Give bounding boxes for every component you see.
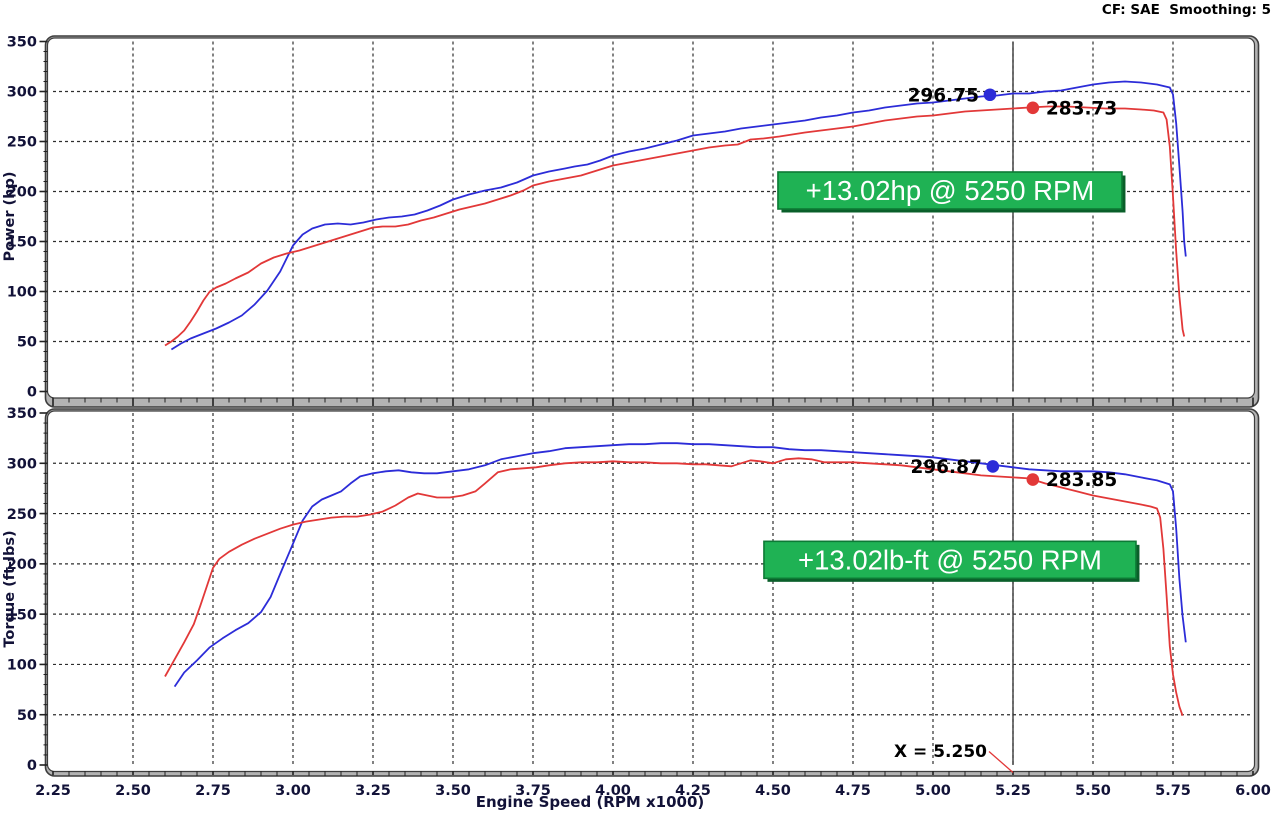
annotation-text: +13.02hp @ 5250 RPM [806, 175, 1095, 206]
y-tick-label: 350 [7, 35, 37, 51]
x-tick-label: 3.25 [355, 783, 391, 799]
x-tick-label: 3.50 [435, 783, 471, 799]
marker-value-label: 296.75 [908, 85, 979, 106]
marker-dot-run1 [986, 460, 1000, 473]
cursor-x-readout: X = 5.250 [894, 742, 987, 762]
x-tick-label: 4.50 [755, 783, 791, 799]
panel-inner [46, 410, 1256, 773]
x-axis-title: Engine Speed (RPM x1000) [476, 793, 705, 811]
marker-dot-run1 [983, 88, 997, 102]
y-tick-label: 200 [7, 557, 37, 573]
power-run2-curve [164, 105, 1186, 347]
annotation-box [777, 171, 1123, 210]
y-tick-label: 250 [7, 507, 37, 523]
y-tick-label: 250 [7, 135, 37, 151]
curves [164, 442, 1187, 717]
marker-dot-run2 [1026, 101, 1040, 115]
cursor-pointer-line [988, 751, 1014, 773]
y-tick-label: 100 [7, 285, 37, 301]
curves [164, 80, 1187, 351]
x-tick-label: 4.25 [675, 783, 711, 799]
marker-value-label: 283.85 [1046, 470, 1117, 491]
x-tick-label: 3.00 [275, 783, 311, 799]
x-tick-label: 5.00 [915, 783, 951, 799]
y-axis-title: Torque (ft-lbs) [2, 530, 18, 647]
torque-run2-curve [164, 457, 1184, 717]
power-chart: +13.02hp @ 5250 RPM 296.75 283.73 0 50 100 150… [2, 35, 1260, 408]
panel-inner [46, 37, 1256, 399]
annotation-box [763, 540, 1137, 580]
y-tick-label: 350 [7, 406, 37, 422]
y-tick-label: 200 [7, 185, 37, 201]
y-tick-label: 100 [7, 658, 37, 674]
y-axis-title: Power (hp) [2, 172, 18, 262]
y-tick-label: 300 [7, 85, 37, 101]
y-tick-label: 0 [27, 758, 37, 774]
x-tick-label: 5.50 [1075, 783, 1111, 799]
x-tick-label: 2.25 [35, 783, 71, 799]
power-run1-curve [170, 80, 1187, 351]
marker-value-label: 283.73 [1046, 98, 1117, 119]
torque-chart: +13.02lb-ft @ 5250 RPM 296.87 283.85 0 50 100… [2, 406, 1271, 811]
y-tick-label: 300 [7, 456, 37, 472]
x-tick-label: 2.50 [115, 783, 151, 799]
x-tick-label: 4.75 [835, 783, 871, 799]
x-tick-label: 5.75 [1155, 783, 1191, 799]
x-tick-label: 3.75 [515, 783, 551, 799]
y-tick-label: 150 [7, 235, 37, 251]
x-tick-label: 5.25 [995, 783, 1031, 799]
y-tick-label: 50 [17, 708, 37, 724]
y-tick-label: 150 [7, 607, 37, 623]
x-tick-label: 6.00 [1235, 783, 1271, 799]
marker-value-label: 296.87 [910, 457, 981, 478]
annotation-text: +13.02lb-ft @ 5250 RPM [798, 544, 1102, 575]
correction-smoothing-info: CF: SAE Smoothing: 5 [1102, 2, 1271, 18]
torque-run1-curve [173, 442, 1187, 688]
y-tick-label: 0 [27, 385, 37, 401]
x-tick-label: 2.75 [195, 783, 231, 799]
marker-dot-run2 [1026, 473, 1040, 486]
x-tick-label: 4.00 [595, 783, 631, 799]
y-tick-label: 50 [17, 335, 37, 351]
